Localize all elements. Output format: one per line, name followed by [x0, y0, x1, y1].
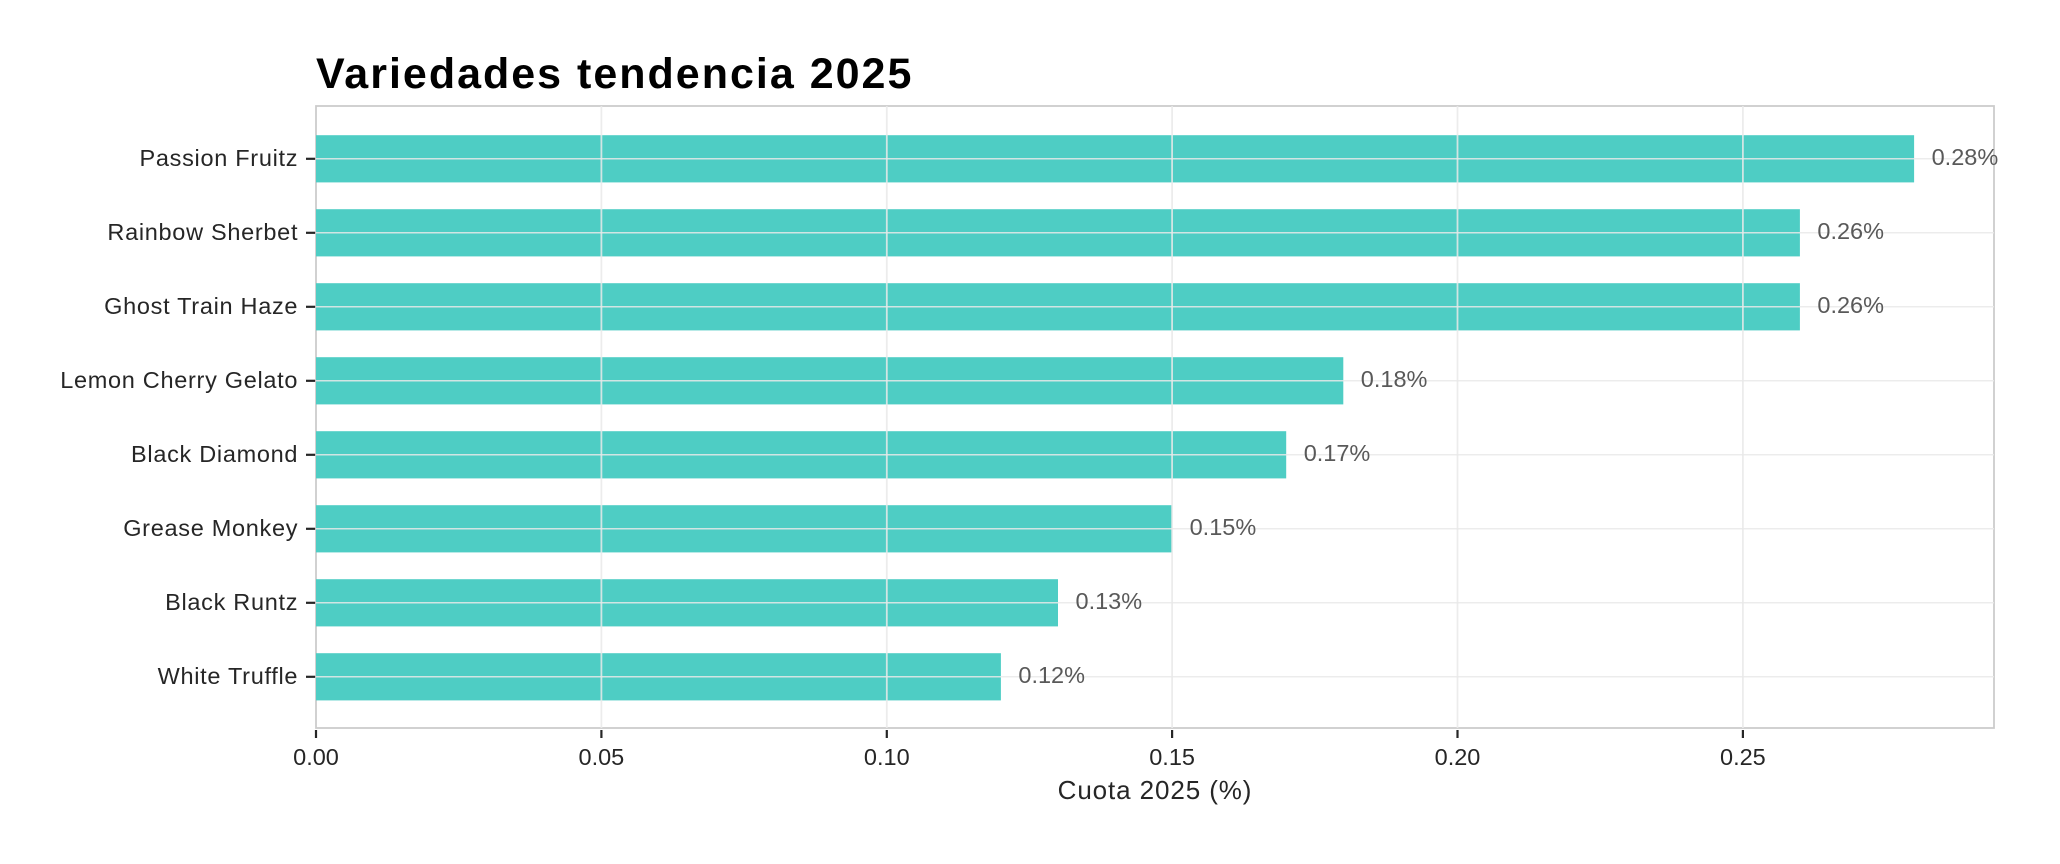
svg-text:0.10: 0.10 — [864, 744, 910, 770]
svg-text:0.05: 0.05 — [579, 744, 625, 770]
svg-text:0.13%: 0.13% — [1076, 588, 1143, 614]
svg-text:0.15: 0.15 — [1149, 744, 1195, 770]
svg-text:0.15%: 0.15% — [1190, 514, 1257, 540]
svg-text:0.12%: 0.12% — [1018, 662, 1085, 688]
svg-text:Variedades tendencia 2025: Variedades tendencia 2025 — [316, 50, 913, 98]
svg-text:0.00: 0.00 — [293, 744, 339, 770]
svg-text:Rainbow Sherbet: Rainbow Sherbet — [107, 219, 298, 245]
svg-text:0.20: 0.20 — [1435, 744, 1481, 770]
svg-text:0.26%: 0.26% — [1817, 218, 1884, 244]
svg-text:Cuota 2025 (%): Cuota 2025 (%) — [1058, 775, 1253, 805]
svg-text:0.28%: 0.28% — [1932, 144, 1999, 170]
svg-text:White Truffle: White Truffle — [158, 663, 299, 689]
svg-text:Black Diamond: Black Diamond — [131, 441, 298, 467]
svg-text:Ghost Train Haze: Ghost Train Haze — [104, 293, 298, 319]
svg-text:0.17%: 0.17% — [1304, 440, 1371, 466]
svg-text:Passion Fruitz: Passion Fruitz — [140, 145, 299, 171]
svg-text:Lemon Cherry Gelato: Lemon Cherry Gelato — [60, 367, 298, 393]
svg-text:Black Runtz: Black Runtz — [165, 589, 298, 615]
svg-text:0.18%: 0.18% — [1361, 366, 1428, 392]
svg-text:Grease Monkey: Grease Monkey — [123, 515, 298, 541]
svg-text:0.25: 0.25 — [1720, 744, 1766, 770]
svg-text:0.26%: 0.26% — [1817, 292, 1884, 318]
